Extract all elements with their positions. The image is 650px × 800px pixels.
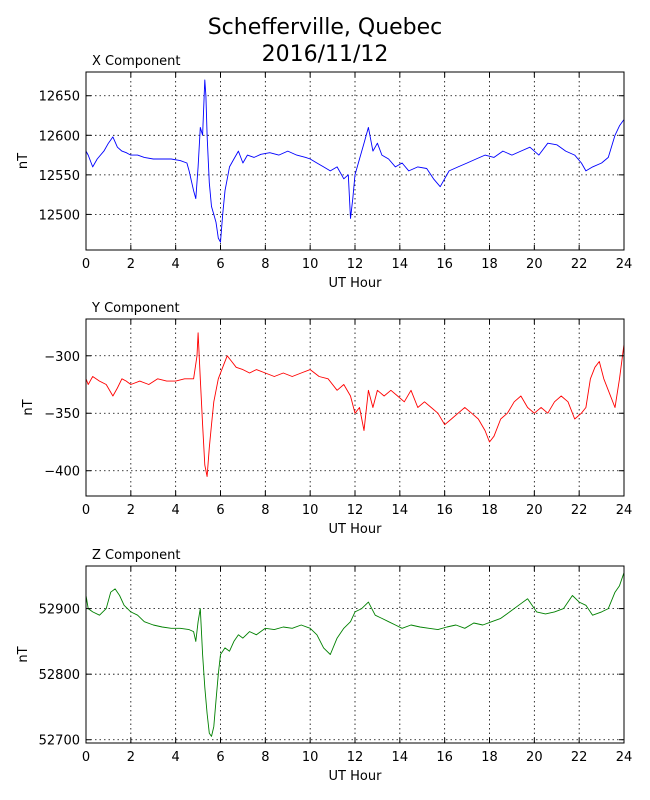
x-tick-label: 24: [616, 503, 633, 518]
x-tick-label: 20: [526, 750, 543, 765]
y-axis-title: nT: [21, 399, 36, 415]
x-tick-label: 16: [436, 503, 453, 518]
y-tick-label: 12550: [39, 169, 80, 184]
plot-frame: [85, 565, 625, 744]
x-tick-label: 4: [172, 503, 180, 518]
y-tick-label: 12650: [39, 90, 80, 105]
panel-title: X Component: [92, 54, 181, 69]
series-line: [85, 332, 625, 477]
x-tick-label: 14: [392, 257, 409, 272]
plot-frame: [85, 318, 625, 497]
x-tick-label: 18: [481, 503, 498, 518]
y-tick-label: −300: [44, 350, 80, 365]
x-axis-title: UT Hour: [329, 276, 383, 291]
x-tick-label: 24: [616, 750, 633, 765]
series-line: [85, 79, 625, 243]
x-axis-title: UT Hour: [329, 769, 383, 784]
y-tick-label: 52900: [39, 603, 80, 618]
x-tick-label: 10: [302, 503, 319, 518]
x-tick-label: 10: [302, 750, 319, 765]
x-tick-label: 22: [571, 750, 588, 765]
y-tick-label: −400: [44, 465, 80, 480]
x-tick-label: 2: [127, 750, 135, 765]
x-tick-label: 22: [571, 257, 588, 272]
x-tick-label: 24: [616, 257, 633, 272]
y-axis-title: nT: [16, 646, 31, 662]
chart-title-line1: Schefferville, Quebec: [208, 15, 443, 40]
x-tick-label: 20: [526, 257, 543, 272]
x-tick-label: 18: [481, 257, 498, 272]
x-tick-label: 0: [82, 503, 90, 518]
x-tick-label: 16: [436, 257, 453, 272]
x-tick-label: 14: [392, 503, 409, 518]
x-tick-label: 0: [82, 750, 90, 765]
chart-title-line2: 2016/11/12: [262, 42, 389, 67]
x-tick-label: 18: [481, 750, 498, 765]
x-tick-label: 0: [82, 257, 90, 272]
x-tick-label: 10: [302, 257, 319, 272]
y-axis-title: nT: [16, 153, 31, 169]
x-tick-label: 6: [216, 750, 224, 765]
x-tick-label: 8: [261, 503, 269, 518]
x-tick-label: 4: [172, 750, 180, 765]
x-tick-label: 6: [216, 257, 224, 272]
y-tick-label: 52800: [39, 668, 80, 683]
x-tick-label: 16: [436, 750, 453, 765]
x-tick-label: 2: [127, 503, 135, 518]
x-tick-label: 8: [261, 750, 269, 765]
x-tick-label: 8: [261, 257, 269, 272]
x-tick-label: 22: [571, 503, 588, 518]
panel-title: Y Component: [91, 301, 180, 316]
y-tick-label: 12600: [39, 129, 80, 144]
x-tick-label: 20: [526, 503, 543, 518]
x-tick-label: 4: [172, 257, 180, 272]
y-tick-label: 12500: [39, 208, 80, 223]
y-tick-label: −350: [44, 407, 80, 422]
y-tick-label: 52700: [39, 734, 80, 749]
x-tick-label: 14: [392, 750, 409, 765]
x-axis-title: UT Hour: [329, 522, 383, 537]
plot-frame: [85, 71, 625, 251]
x-tick-label: 12: [347, 503, 364, 518]
x-tick-label: 2: [127, 257, 135, 272]
panel-title: Z Component: [92, 548, 181, 563]
x-tick-label: 12: [347, 257, 364, 272]
series-line: [85, 572, 625, 737]
x-tick-label: 12: [347, 750, 364, 765]
x-tick-label: 6: [216, 503, 224, 518]
